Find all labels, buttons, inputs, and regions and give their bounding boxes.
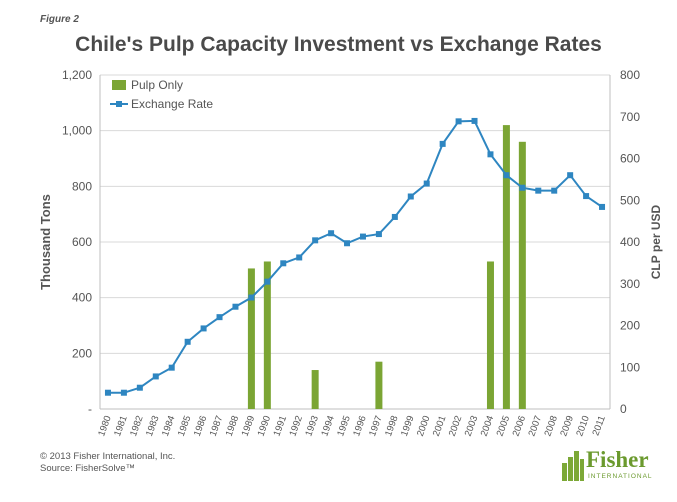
y-left-tick-label: 400 [72, 291, 92, 305]
y-left-tick-label: 1,200 [62, 68, 92, 82]
exchange-rate-line [107, 119, 603, 394]
logo-subtitle: INTERNATIONAL [588, 473, 653, 480]
line-point [487, 151, 494, 158]
bar [247, 268, 255, 409]
line-point [567, 172, 574, 179]
line-point [200, 325, 207, 332]
line-point [519, 184, 526, 191]
line-point [503, 172, 510, 179]
x-tick-label: 2011 [591, 414, 608, 437]
line-point [407, 193, 414, 200]
y-right-tick-label: 600 [620, 152, 640, 166]
y-right-tick-label: 800 [620, 68, 640, 82]
y-right-tick-label: 300 [620, 277, 640, 291]
source-text: Source: FisherSolve™ [40, 463, 136, 474]
line-point [104, 389, 111, 396]
bar [502, 125, 510, 409]
line-point [168, 364, 175, 371]
y-left-tick-label: 1,000 [62, 124, 92, 138]
line-point [248, 294, 255, 301]
y-right-tick-label: 0 [620, 402, 627, 416]
y-right-axis-label: CLP per USD [649, 204, 663, 279]
line-point [264, 278, 271, 285]
y-left-axis-label: Thousand Tons [38, 194, 53, 290]
line-point [423, 180, 430, 187]
fisher-logo: Fisher INTERNATIONAL [562, 447, 653, 485]
line-point [455, 118, 462, 125]
bar [375, 361, 383, 409]
line-point [136, 384, 143, 391]
chart-title: Chile's Pulp Capacity Investment vs Exch… [75, 33, 602, 56]
logo-mark-icon [562, 451, 584, 481]
line-point [232, 303, 239, 310]
line-point [551, 187, 558, 194]
line-point [391, 213, 398, 220]
line-point [296, 254, 303, 261]
line-point [216, 314, 223, 321]
y-left-tick-label: 800 [72, 179, 92, 193]
line-point [120, 389, 127, 396]
legend-swatch-pulp [112, 80, 126, 90]
line-point [344, 240, 351, 247]
y-right-tick-label: 400 [620, 235, 640, 249]
line-point [599, 203, 606, 210]
copyright-text: © 2013 Fisher International, Inc. [40, 451, 176, 462]
bar [311, 370, 319, 409]
line-point [152, 373, 159, 380]
legend-label-pulp: Pulp Only [131, 78, 183, 92]
x-tick-label: 2010 [574, 414, 592, 438]
line-point [375, 231, 382, 238]
line-point [359, 233, 366, 240]
bar [263, 261, 271, 409]
y-right-tick-label: 500 [620, 193, 640, 207]
line-point [184, 338, 191, 345]
y-left-tick-label: - [88, 402, 92, 416]
line-point [583, 193, 590, 200]
y-left-tick-label: 600 [72, 235, 92, 249]
legend-label-exchange: Exchange Rate [131, 97, 213, 111]
figure-label: Figure 2 [40, 14, 79, 25]
logo-name: Fisher [586, 447, 649, 472]
line-point [439, 140, 446, 147]
y-right-tick-label: 700 [620, 110, 640, 124]
line-point [312, 237, 319, 244]
legend-marker-exchange [116, 101, 122, 107]
bar [518, 141, 526, 410]
line-point [328, 230, 335, 237]
y-right-tick-label: 200 [620, 319, 640, 333]
line-point [280, 260, 287, 267]
y-right-tick-label: 100 [620, 360, 640, 374]
line-point [535, 187, 542, 194]
line-point [471, 117, 478, 124]
y-left-tick-label: 200 [72, 346, 92, 360]
bar [486, 261, 494, 409]
